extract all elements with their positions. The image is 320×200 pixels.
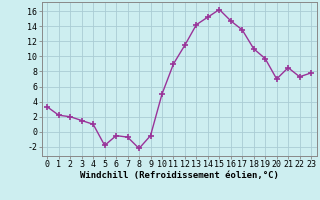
X-axis label: Windchill (Refroidissement éolien,°C): Windchill (Refroidissement éolien,°C) (80, 171, 279, 180)
